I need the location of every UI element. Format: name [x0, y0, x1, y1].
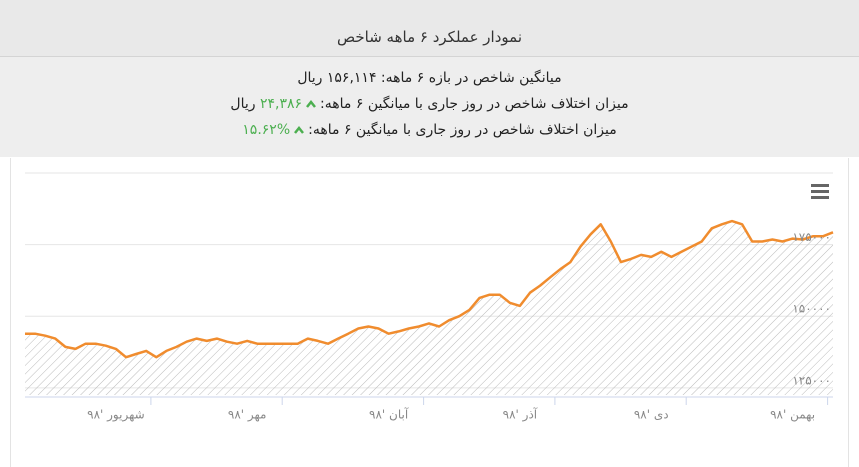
- up-arrow: [306, 100, 316, 108]
- panel-title: نمودار عملکرد ۶ ماهه شاخص: [0, 0, 859, 57]
- stat-label: میزان اختلاف شاخص در روز جاری با میانگین…: [308, 122, 617, 138]
- stats-panel: میانگین شاخص در بازه ۶ ماهه: ۱۵۶,۱۱۴ ریا…: [0, 57, 859, 157]
- stat-unit: ریال: [230, 96, 256, 112]
- area-fill: [25, 221, 833, 395]
- stat-value: %۱۵.۶۲: [242, 122, 291, 138]
- menu-button[interactable]: [808, 180, 832, 202]
- x-tick-label: بهمن '۹۸: [770, 408, 815, 423]
- x-tick-label: آذر '۹۸: [503, 407, 538, 423]
- stat-line: میزان اختلاف شاخص در روز جاری با میانگین…: [0, 117, 859, 143]
- stat-line: میزان اختلاف شاخص در روز جاری با میانگین…: [0, 91, 859, 117]
- y-tick-label: ۱۲۵۰۰۰: [792, 373, 831, 387]
- area-line: [25, 219, 834, 359]
- stat-value: ۲۴,۳۸۶: [259, 96, 303, 112]
- x-tick-label: آبان '۹۸: [369, 407, 409, 422]
- x-tick-label: مهر '۹۸: [228, 408, 267, 423]
- stat-line: میانگین شاخص در بازه ۶ ماهه: ۱۵۶,۱۱۴ ریا…: [0, 65, 859, 91]
- x-tick-label: شهریور '۹۸: [87, 408, 145, 423]
- stat-value: ۱۵۶,۱۱۴ ریال: [297, 70, 377, 86]
- x-tick-label: دی '۹۸: [634, 408, 669, 422]
- stat-label: میانگین شاخص در بازه ۶ ماهه:: [380, 70, 562, 86]
- y-tick-label: ۱۵۰۰۰۰: [792, 302, 831, 316]
- y-tick-label: ۱۷۵۰۰۰: [792, 230, 831, 244]
- up-arrow: [294, 126, 305, 134]
- stat-label: میزان اختلاف شاخص در روز جاری با میانگین…: [320, 96, 629, 112]
